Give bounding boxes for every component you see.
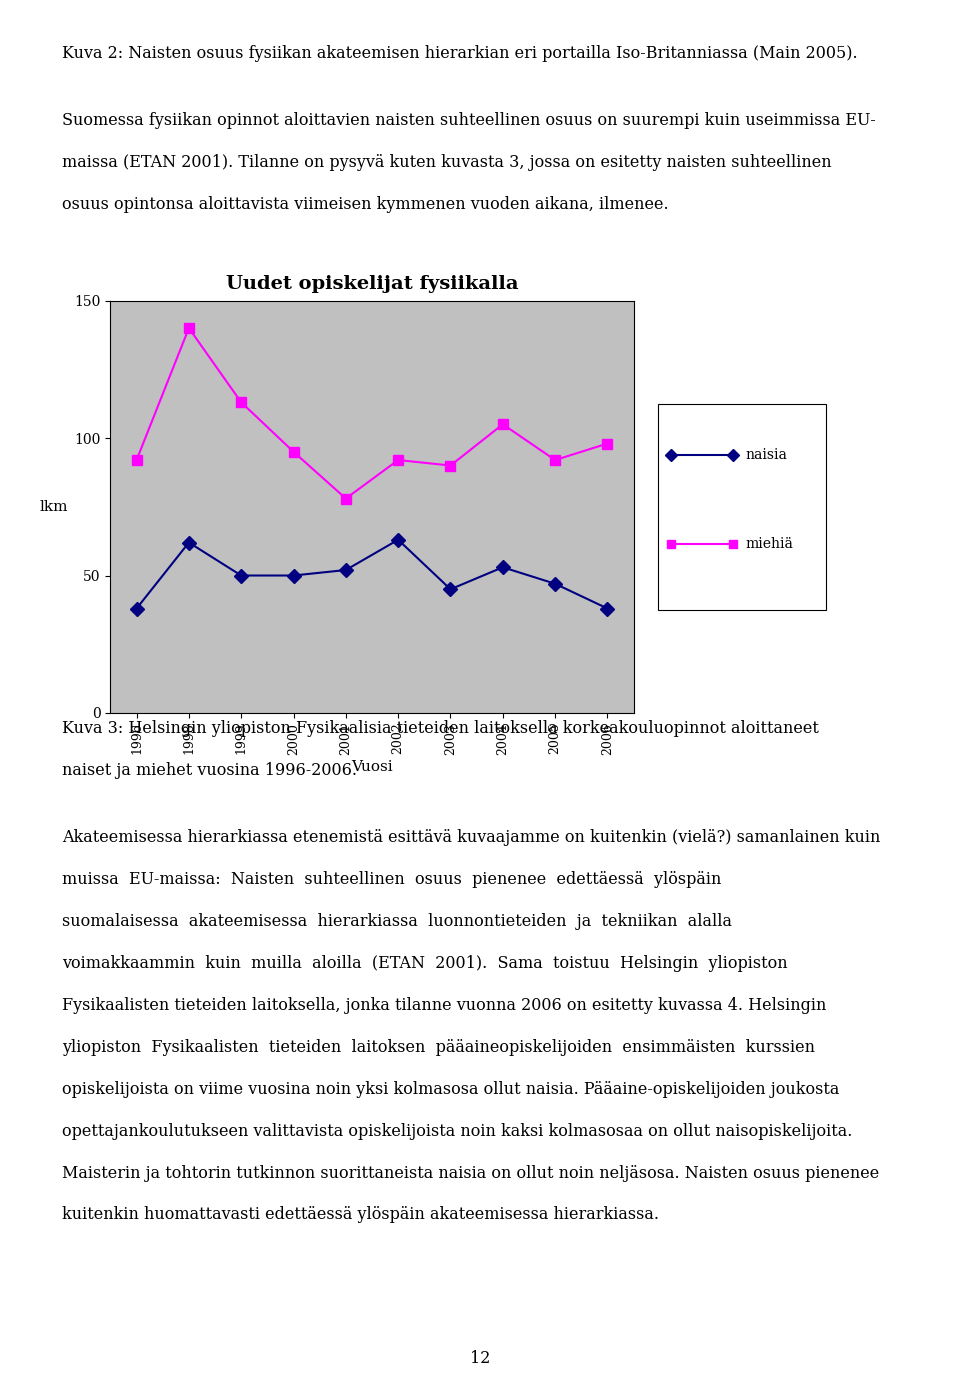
Text: Maisterin ja tohtorin tutkinnon suorittaneista naisia on ollut noin neljäsosa. N: Maisterin ja tohtorin tutkinnon suoritta… (62, 1165, 879, 1181)
Text: kuitenkin huomattavasti edettäessä ylöspäin akateemisessa hierarkiassa.: kuitenkin huomattavasti edettäessä ylösp… (62, 1206, 660, 1223)
Text: opettajankoulutukseen valittavista opiskelijoista noin kaksi kolmasosaa on ollut: opettajankoulutukseen valittavista opisk… (62, 1123, 852, 1139)
Text: Suomessa fysiikan opinnot aloittavien naisten suhteellinen osuus on suurempi kui: Suomessa fysiikan opinnot aloittavien na… (62, 112, 876, 129)
Text: naiset ja miehet vuosina 1996-2006.: naiset ja miehet vuosina 1996-2006. (62, 762, 357, 779)
Text: naisia: naisia (745, 449, 787, 463)
Text: voimakkaammin  kuin  muilla  aloilla  (ETAN  2001).  Sama  toistuu  Helsingin  y: voimakkaammin kuin muilla aloilla (ETAN … (62, 955, 788, 972)
Text: Akateemisessa hierarkiassa etenemistä esittävä kuvaajamme on kuitenkin (vielä?) : Akateemisessa hierarkiassa etenemistä es… (62, 829, 880, 846)
Text: miehiä: miehiä (745, 537, 793, 551)
Y-axis label: lkm: lkm (39, 499, 68, 514)
Text: suomalaisessa  akateemisessa  hierarkiassa  luonnontieteiden  ja  tekniikan  ala: suomalaisessa akateemisessa hierarkiassa… (62, 913, 732, 930)
Text: osuus opintonsa aloittavista viimeisen kymmenen vuoden aikana, ilmenee.: osuus opintonsa aloittavista viimeisen k… (62, 196, 669, 212)
Text: muissa  EU-maissa:  Naisten  suhteellinen  osuus  pienenee  edettäessä  ylöspäin: muissa EU-maissa: Naisten suhteellinen o… (62, 871, 722, 888)
Text: Kuva 2: Naisten osuus fysiikan akateemisen hierarkian eri portailla Iso-Britanni: Kuva 2: Naisten osuus fysiikan akateemis… (62, 45, 858, 62)
Text: Kuva 3: Helsingin yliopiston Fysikaalisia tieteiden laitoksella korkeakouluopinn: Kuva 3: Helsingin yliopiston Fysikaalisi… (62, 720, 819, 737)
Text: yliopiston  Fysikaalisten  tieteiden  laitoksen  pääaineopiskelijoiden  ensimmäi: yliopiston Fysikaalisten tieteiden laito… (62, 1039, 815, 1055)
Text: 12: 12 (469, 1350, 491, 1367)
Text: Fysikaalisten tieteiden laitoksella, jonka tilanne vuonna 2006 on esitetty kuvas: Fysikaalisten tieteiden laitoksella, jon… (62, 997, 827, 1014)
X-axis label: Vuosi: Vuosi (351, 761, 393, 774)
Text: maissa (ETAN 2001). Tilanne on pysyvä kuten kuvasta 3, jossa on esitetty naisten: maissa (ETAN 2001). Tilanne on pysyvä ku… (62, 154, 832, 171)
Text: opiskelijoista on viime vuosina noin yksi kolmasosa ollut naisia. Pääaine-opiske: opiskelijoista on viime vuosina noin yks… (62, 1081, 840, 1097)
Title: Uudet opiskelijat fysiikalla: Uudet opiskelijat fysiikalla (226, 275, 518, 294)
